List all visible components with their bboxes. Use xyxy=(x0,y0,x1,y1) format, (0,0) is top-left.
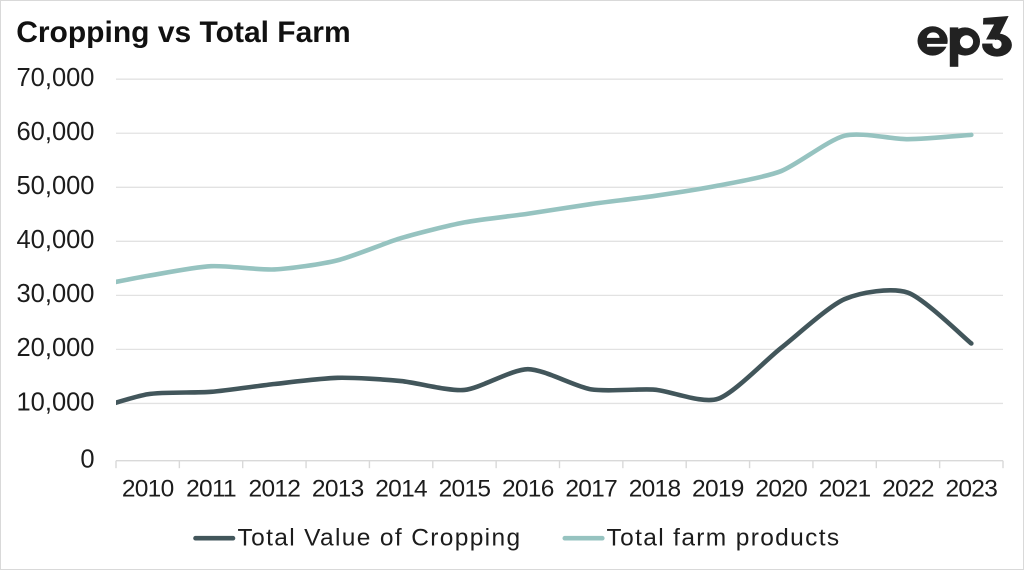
svg-text:2021: 2021 xyxy=(819,476,871,503)
svg-text:2020: 2020 xyxy=(755,476,807,503)
svg-text:2010: 2010 xyxy=(122,476,174,503)
svg-text:30,000: 30,000 xyxy=(17,280,95,308)
svg-text:Cropping vs Total Farm: Cropping vs Total Farm xyxy=(16,16,350,49)
svg-text:50,000: 50,000 xyxy=(17,172,95,200)
svg-text:2016: 2016 xyxy=(502,476,554,503)
svg-text:2019: 2019 xyxy=(692,476,744,503)
svg-text:2014: 2014 xyxy=(375,476,427,503)
svg-text:2017: 2017 xyxy=(565,476,617,503)
svg-text:0: 0 xyxy=(80,446,94,474)
svg-text:Total Value of Cropping: Total Value of Cropping xyxy=(238,524,522,551)
svg-text:60,000: 60,000 xyxy=(17,118,95,146)
svg-text:2015: 2015 xyxy=(439,476,491,503)
svg-text:10,000: 10,000 xyxy=(17,388,95,416)
svg-text:Total farm products: Total farm products xyxy=(607,524,841,551)
svg-text:2018: 2018 xyxy=(629,476,681,503)
svg-text:20,000: 20,000 xyxy=(17,334,95,362)
svg-text:40,000: 40,000 xyxy=(17,226,95,254)
svg-text:2013: 2013 xyxy=(312,476,364,503)
svg-text:2011: 2011 xyxy=(186,476,236,503)
svg-text:70,000: 70,000 xyxy=(17,64,95,92)
svg-text:2023: 2023 xyxy=(945,476,997,503)
svg-text:2022: 2022 xyxy=(882,476,934,503)
svg-text:2012: 2012 xyxy=(249,476,301,503)
